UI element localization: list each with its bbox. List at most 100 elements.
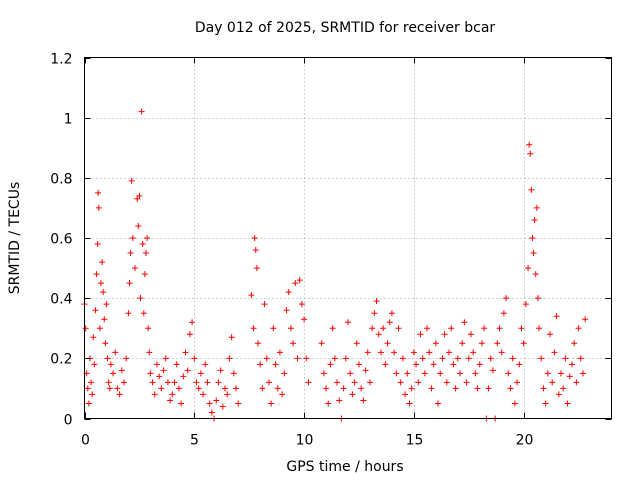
data-point — [101, 316, 108, 323]
data-point — [397, 379, 404, 386]
data-point — [459, 340, 466, 347]
data-point — [496, 325, 503, 332]
data-point — [145, 325, 152, 332]
data-point — [250, 325, 257, 332]
data-point — [571, 340, 578, 347]
data-point — [156, 373, 163, 380]
data-point — [384, 340, 391, 347]
data-point — [526, 141, 533, 148]
data-point — [158, 385, 165, 392]
data-point — [472, 370, 479, 377]
data-point — [320, 370, 327, 377]
data-point — [487, 355, 494, 362]
data-point — [351, 379, 358, 386]
data-point — [254, 340, 261, 347]
data-point — [94, 241, 101, 248]
x-tick-label: 10 — [296, 433, 314, 449]
data-point — [534, 295, 541, 302]
data-point — [184, 367, 191, 374]
y-tick-label: 1.2 — [50, 52, 72, 68]
data-point — [230, 370, 237, 377]
data-point — [283, 307, 290, 314]
data-point — [424, 325, 431, 332]
data-point — [542, 400, 549, 407]
data-point — [485, 385, 492, 392]
data-point — [294, 355, 301, 362]
data-point — [287, 325, 294, 332]
data-point — [90, 334, 97, 341]
data-point — [169, 391, 176, 398]
data-point — [146, 349, 153, 356]
data-point — [540, 385, 547, 392]
data-point — [577, 355, 584, 362]
x-tick-label: 0 — [81, 433, 90, 449]
data-point — [579, 370, 586, 377]
data-point — [281, 370, 288, 377]
data-point — [391, 349, 398, 356]
data-point — [233, 385, 240, 392]
data-point — [129, 235, 136, 241]
data-point — [336, 397, 343, 404]
data-point — [509, 355, 516, 362]
data-point — [139, 241, 146, 248]
data-point — [235, 400, 242, 407]
data-point — [204, 379, 211, 386]
data-point — [100, 289, 107, 296]
data-point — [465, 355, 472, 362]
data-point — [511, 400, 518, 407]
data-point — [527, 150, 534, 157]
data-point — [481, 325, 488, 332]
data-point — [95, 189, 102, 196]
data-point — [386, 319, 393, 326]
data-point — [171, 379, 178, 386]
data-point — [456, 370, 463, 377]
data-point — [450, 361, 457, 368]
data-point — [393, 370, 400, 377]
data-point — [270, 325, 277, 332]
data-point — [215, 379, 222, 386]
data-point — [149, 379, 156, 386]
data-point — [82, 325, 89, 332]
data-point — [189, 319, 196, 326]
data-point — [106, 385, 113, 392]
data-point — [265, 379, 272, 386]
data-point — [342, 355, 349, 362]
data-point — [151, 391, 158, 398]
data-point — [97, 280, 104, 287]
data-point — [180, 373, 187, 380]
data-point — [116, 391, 123, 398]
data-point — [186, 331, 193, 338]
data-point — [228, 334, 235, 341]
data-point — [452, 385, 459, 392]
data-point — [432, 340, 439, 347]
data-point — [399, 355, 406, 362]
data-point — [213, 397, 220, 404]
data-point — [582, 316, 589, 323]
data-point — [415, 379, 422, 386]
data-point — [362, 367, 369, 374]
data-point — [301, 316, 308, 323]
data-point — [164, 379, 171, 386]
data-point — [358, 385, 365, 392]
data-point — [144, 235, 151, 241]
data-point — [547, 331, 554, 338]
data-point — [500, 310, 507, 317]
data-point — [290, 340, 297, 347]
data-point — [529, 235, 536, 241]
data-point — [268, 400, 275, 407]
data-point — [92, 307, 99, 314]
data-point — [340, 385, 347, 392]
data-point — [533, 204, 540, 211]
data-point — [560, 385, 567, 392]
data-point — [538, 355, 545, 362]
data-point — [435, 400, 442, 407]
data-point — [474, 385, 481, 392]
data-point — [251, 235, 258, 241]
data-point — [413, 361, 420, 368]
x-tick-label: 20 — [516, 433, 534, 449]
data-point — [123, 355, 130, 362]
data-point — [518, 325, 525, 332]
data-point — [364, 349, 371, 356]
data-point — [182, 349, 189, 356]
data-point — [135, 222, 142, 229]
